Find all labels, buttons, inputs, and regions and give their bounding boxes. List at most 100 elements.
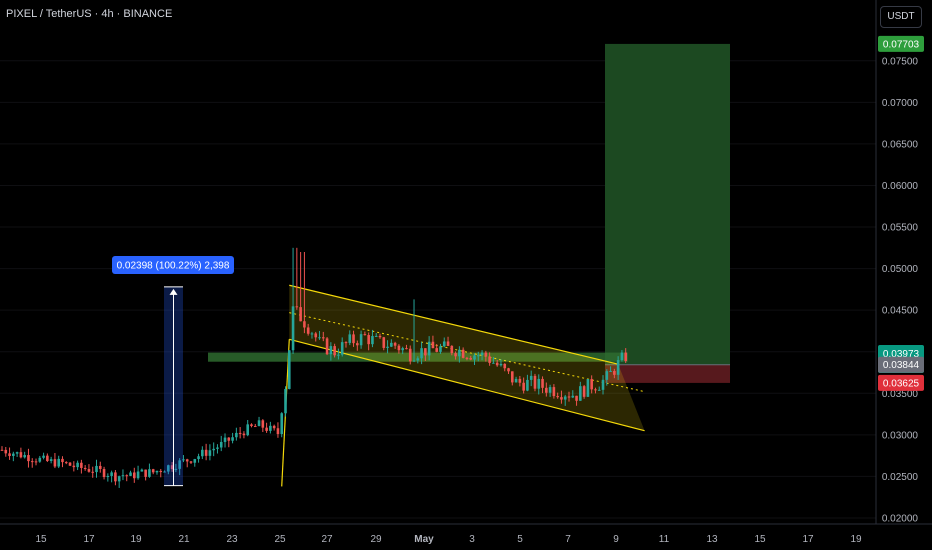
candle-body bbox=[49, 459, 53, 462]
candle bbox=[446, 336, 450, 347]
x-tick-label: May bbox=[414, 534, 434, 545]
candle-body bbox=[174, 468, 178, 470]
candle bbox=[144, 469, 147, 481]
y-tick-label: 0.05500 bbox=[882, 223, 919, 234]
candle bbox=[0, 446, 4, 451]
candle bbox=[265, 422, 268, 433]
candle-body bbox=[46, 455, 49, 462]
candle bbox=[98, 461, 102, 473]
candle bbox=[337, 348, 340, 360]
candle bbox=[272, 424, 276, 431]
candle-body bbox=[359, 334, 363, 346]
candle bbox=[601, 375, 605, 395]
candle-body bbox=[272, 425, 276, 429]
stop-price-badge: 0.03625 bbox=[883, 378, 920, 389]
measure-arrowhead bbox=[169, 288, 178, 295]
candle bbox=[30, 458, 34, 468]
candle-body bbox=[613, 370, 616, 375]
candle bbox=[287, 350, 291, 390]
channel-upper-line[interactable] bbox=[289, 284, 619, 365]
candle-body bbox=[53, 459, 57, 467]
candle-body bbox=[325, 338, 329, 355]
candle bbox=[363, 331, 367, 336]
candle bbox=[624, 348, 627, 364]
candle-body bbox=[484, 352, 488, 357]
candle bbox=[106, 473, 110, 482]
candle-body bbox=[533, 375, 537, 389]
candle bbox=[208, 444, 212, 461]
candle-body bbox=[68, 462, 72, 466]
candle-body bbox=[201, 449, 204, 457]
candle-body bbox=[185, 459, 189, 462]
candle bbox=[348, 330, 352, 346]
target-zone[interactable] bbox=[605, 43, 730, 365]
candle bbox=[151, 468, 155, 475]
candle-body bbox=[34, 461, 38, 463]
candle bbox=[405, 344, 408, 350]
candle bbox=[204, 443, 208, 461]
candle-body bbox=[231, 437, 234, 441]
candle bbox=[276, 422, 280, 438]
candle-body bbox=[106, 475, 110, 478]
candle-body bbox=[609, 370, 612, 372]
candle bbox=[193, 458, 197, 467]
candle-body bbox=[427, 341, 431, 356]
candle bbox=[197, 453, 200, 463]
candle-body bbox=[64, 462, 68, 464]
candle bbox=[514, 376, 518, 383]
x-tick-label: 29 bbox=[370, 534, 382, 545]
y-tick-label: 0.04500 bbox=[882, 306, 919, 317]
candle bbox=[23, 451, 26, 459]
candle-body bbox=[567, 396, 571, 398]
candle-body bbox=[167, 465, 170, 472]
stop-zone[interactable] bbox=[605, 364, 730, 383]
candle-body bbox=[163, 471, 166, 473]
candle-body bbox=[382, 337, 386, 348]
candle-body bbox=[12, 453, 15, 456]
candle bbox=[579, 381, 582, 401]
candle bbox=[594, 387, 597, 394]
candle bbox=[590, 375, 593, 394]
candle-body bbox=[91, 471, 95, 473]
candle bbox=[401, 346, 404, 355]
candle-body bbox=[393, 342, 397, 346]
candle bbox=[352, 330, 355, 347]
candle-body bbox=[102, 468, 106, 478]
candle bbox=[378, 333, 382, 339]
candle-body bbox=[420, 348, 423, 359]
candle-body bbox=[563, 396, 567, 400]
candle bbox=[257, 416, 261, 427]
candle-body bbox=[605, 371, 609, 380]
candle-body bbox=[0, 449, 4, 451]
candle bbox=[148, 463, 151, 478]
y-tick-label: 0.07000 bbox=[882, 98, 919, 109]
candle bbox=[174, 463, 178, 473]
candle-body bbox=[590, 379, 593, 390]
candle-body bbox=[19, 452, 23, 458]
y-tick-label: 0.03000 bbox=[882, 430, 919, 441]
candle bbox=[325, 336, 329, 356]
x-tick-label: 23 bbox=[226, 534, 238, 545]
channel-lower-line[interactable] bbox=[289, 338, 645, 432]
x-tick-label: 15 bbox=[754, 534, 766, 545]
candle bbox=[235, 427, 238, 441]
candle bbox=[371, 329, 374, 348]
candle-body bbox=[503, 363, 507, 369]
candle-body bbox=[401, 348, 404, 351]
candle-body bbox=[439, 346, 442, 352]
target-price-badge: 0.07703 bbox=[883, 39, 920, 50]
candle-body bbox=[329, 346, 333, 355]
candle-body bbox=[246, 424, 249, 436]
candle-body bbox=[284, 388, 287, 414]
candle-body bbox=[371, 336, 374, 345]
candle-body bbox=[23, 455, 26, 458]
candle-body bbox=[87, 469, 91, 472]
currency-button[interactable]: USDT bbox=[880, 6, 922, 28]
candle bbox=[133, 467, 136, 483]
candle bbox=[548, 384, 552, 397]
candle-body bbox=[193, 459, 197, 463]
candle bbox=[27, 448, 30, 468]
candle-body bbox=[61, 458, 64, 463]
candle-body bbox=[83, 467, 87, 470]
